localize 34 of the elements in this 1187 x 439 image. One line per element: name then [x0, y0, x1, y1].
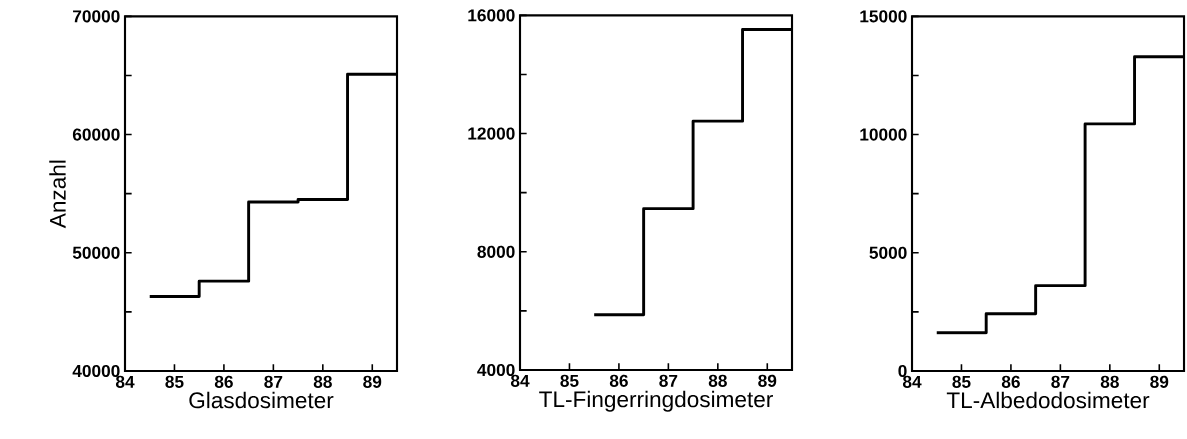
x-tick-label: 89	[1150, 375, 1169, 388]
x-tick-label: 84	[510, 374, 530, 387]
y-tick-label: 16000	[468, 9, 515, 22]
x-tick-label: 86	[609, 374, 628, 387]
x-tick-label: 88	[313, 375, 332, 388]
x-tick-label: 86	[214, 375, 233, 388]
x-tick-label: 87	[264, 375, 283, 388]
x-tick-label: 86	[1001, 375, 1020, 388]
y-tick-label: 8000	[477, 245, 515, 258]
y-tick-label: 50000	[72, 246, 120, 259]
x-tick-label: 85	[165, 375, 184, 388]
y-tick-label: 0	[898, 364, 907, 378]
x-tick-label: 85	[560, 374, 579, 387]
y-tick-label: 15000	[860, 10, 907, 23]
x-tick-label: 84	[902, 375, 922, 388]
x-axis-title: Glasdosimeter	[189, 391, 334, 409]
y-tick-label: 70000	[73, 10, 120, 23]
y-tick-label: 5000	[869, 246, 907, 259]
x-tick-label: 85	[952, 375, 971, 388]
x-axis-title: TL-Albedodosimeter	[946, 391, 1150, 409]
y-tick-label: 60000	[72, 128, 120, 141]
y-tick-label: 40000	[72, 364, 120, 378]
y-tick-label: 4000	[477, 363, 515, 377]
x-axis-title: TL-Fingerringdosimeter	[539, 390, 773, 412]
x-tick-label: 89	[758, 374, 777, 387]
x-tick-label: 84	[115, 375, 135, 388]
x-tick-label: 87	[659, 374, 678, 387]
x-tick-label: 89	[363, 375, 382, 388]
y-tick-label: 10000	[860, 128, 907, 141]
x-tick-label: 88	[708, 374, 727, 387]
x-tick-label: 87	[1051, 375, 1070, 388]
y-tick-label: 12000	[468, 127, 515, 140]
x-tick-label: 88	[1100, 375, 1119, 388]
y-axis-title: Anzahl	[49, 160, 66, 229]
